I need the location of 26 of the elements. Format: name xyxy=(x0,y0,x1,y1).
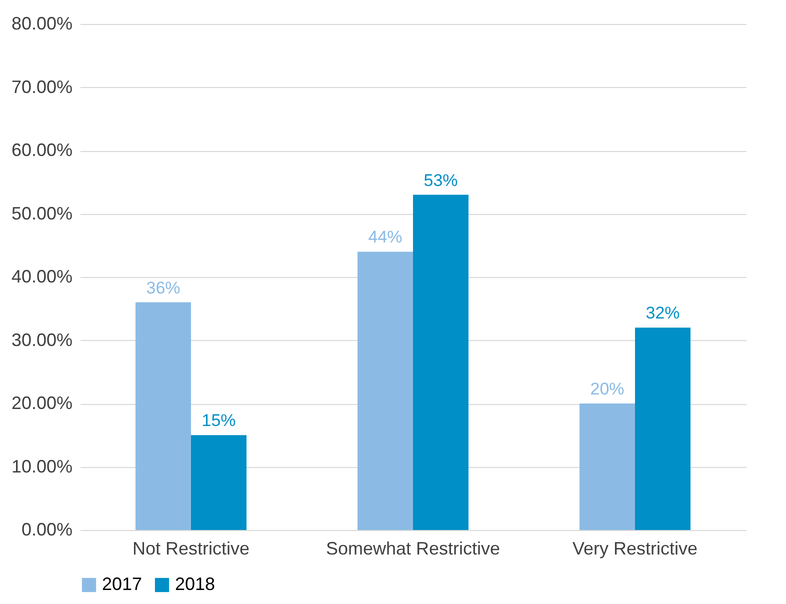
bar xyxy=(413,194,468,530)
data-label: 15% xyxy=(202,411,236,430)
data-label: 36% xyxy=(146,278,180,298)
y-tick-label: 70.00% xyxy=(11,76,72,97)
y-tick-label: 0.00% xyxy=(21,520,72,540)
y-tick-label: 40.00% xyxy=(11,266,72,286)
bar xyxy=(191,435,246,530)
bar xyxy=(358,252,413,530)
x-tick-label: Very Restrictive xyxy=(572,538,698,558)
data-label: 53% xyxy=(424,170,458,190)
legend-label: 2018 xyxy=(175,574,216,594)
y-tick-label: 20.00% xyxy=(11,393,72,413)
x-tick-label: Somewhat Restrictive xyxy=(326,538,500,558)
legend-label: 2017 xyxy=(102,574,142,594)
bar xyxy=(580,404,635,530)
bar xyxy=(635,328,690,530)
y-tick-label: 30.00% xyxy=(11,330,72,350)
data-label: 44% xyxy=(368,228,402,247)
y-tick-label: 10.00% xyxy=(11,456,72,476)
x-tick-label: Not Restrictive xyxy=(132,538,250,558)
y-tick-label: 60.00% xyxy=(11,140,72,160)
data-label: 20% xyxy=(590,380,624,398)
data-label: 32% xyxy=(646,304,680,323)
bar xyxy=(136,302,191,530)
y-tick-label: 80.00% xyxy=(11,14,72,34)
y-tick-label: 50.00% xyxy=(11,203,72,224)
